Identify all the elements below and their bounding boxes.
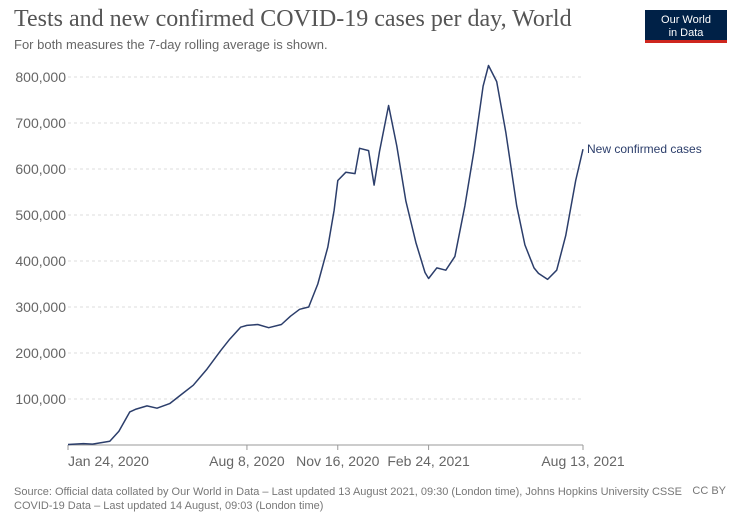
source-line-2: COVID-19 Data – Last updated 14 August, …: [14, 500, 324, 512]
data-point[interactable]: [267, 326, 271, 330]
data-point[interactable]: [546, 277, 550, 281]
x-tick-label: Feb 24, 2021: [387, 453, 470, 469]
x-tick-label: Jan 24, 2020: [68, 453, 149, 469]
data-point[interactable]: [332, 208, 336, 212]
data-point[interactable]: [472, 149, 476, 153]
data-point[interactable]: [219, 349, 223, 353]
data-point[interactable]: [205, 367, 209, 371]
x-tick-label: Aug 8, 2020: [209, 453, 285, 469]
data-point[interactable]: [358, 146, 362, 150]
data-point[interactable]: [134, 407, 138, 411]
data-point[interactable]: [504, 130, 508, 134]
x-tick-label: Nov 16, 2020: [296, 453, 379, 469]
data-point[interactable]: [353, 172, 357, 176]
y-axis-tick-labels: 100,000 200,000 300,000 400,000 500,000 600,0…: [15, 69, 66, 407]
x-axis-tick-labels: Jan 24, 2020 Aug 8, 2020 Nov 16, 2020 Feb 2…: [67, 445, 625, 469]
data-point[interactable]: [481, 84, 485, 88]
data-point[interactable]: [256, 322, 260, 326]
data-point[interactable]: [66, 443, 70, 447]
data-point[interactable]: [108, 439, 112, 443]
data-point[interactable]: [532, 266, 536, 270]
data-point[interactable]: [81, 442, 85, 446]
data-point[interactable]: [239, 325, 243, 329]
x-tick-label: Aug 13, 2021: [541, 453, 625, 469]
data-point[interactable]: [515, 204, 519, 208]
data-point[interactable]: [289, 314, 293, 318]
data-point[interactable]: [180, 392, 184, 396]
license-label[interactable]: CC BY: [692, 485, 726, 497]
data-point[interactable]: [487, 64, 491, 68]
data-point[interactable]: [155, 406, 159, 410]
data-point[interactable]: [378, 150, 382, 154]
logo-line-2: in Data: [668, 27, 704, 39]
y-tick-label: 700,000: [15, 115, 66, 131]
gridlines: [68, 76, 583, 400]
data-point[interactable]: [427, 276, 431, 280]
series-line-new-confirmed-cases[interactable]: [67, 64, 584, 446]
data-point[interactable]: [279, 322, 283, 326]
data-point[interactable]: [523, 243, 527, 247]
source-note: Source: Official data collated by Our Wo…: [14, 485, 682, 513]
data-point[interactable]: [117, 429, 121, 433]
source-line-1: Source: Official data collated by Our Wo…: [14, 486, 682, 498]
data-point[interactable]: [344, 170, 348, 174]
owid-logo[interactable]: Our World in Data: [645, 10, 727, 43]
data-point[interactable]: [228, 337, 232, 341]
data-point[interactable]: [316, 282, 320, 286]
data-point[interactable]: [435, 266, 439, 270]
data-point[interactable]: [564, 234, 568, 238]
data-point[interactable]: [387, 104, 391, 108]
data-point[interactable]: [574, 179, 578, 183]
data-point[interactable]: [555, 268, 559, 272]
data-point[interactable]: [191, 383, 195, 387]
data-point[interactable]: [495, 80, 499, 84]
y-tick-label: 600,000: [15, 161, 66, 177]
data-point[interactable]: [307, 305, 311, 309]
y-tick-label: 300,000: [15, 299, 66, 315]
data-point[interactable]: [367, 149, 371, 153]
data-point[interactable]: [128, 410, 132, 414]
data-point[interactable]: [245, 323, 249, 327]
data-point[interactable]: [453, 254, 457, 258]
data-point[interactable]: [336, 179, 340, 183]
line-chart: 100,000 200,000 300,000 400,000 500,000 600,0…: [15, 64, 702, 469]
data-point[interactable]: [404, 199, 408, 203]
data-point[interactable]: [463, 204, 467, 208]
series-layer: New confirmed cases: [66, 64, 702, 447]
data-point[interactable]: [91, 442, 95, 446]
y-tick-label: 500,000: [15, 207, 66, 223]
data-point[interactable]: [536, 271, 540, 275]
y-tick-label: 200,000: [15, 345, 66, 361]
chart-title: Tests and new confirmed COVID-19 cases p…: [14, 6, 572, 32]
data-point[interactable]: [395, 144, 399, 148]
y-tick-label: 100,000: [15, 391, 66, 407]
data-point[interactable]: [326, 245, 330, 249]
data-point[interactable]: [145, 404, 149, 408]
data-point[interactable]: [298, 307, 302, 311]
y-tick-label: 800,000: [15, 69, 66, 85]
data-point[interactable]: [581, 147, 585, 151]
logo-line-1: Our World: [661, 14, 711, 26]
series-label: New confirmed cases: [587, 142, 702, 156]
y-tick-label: 400,000: [15, 253, 66, 269]
data-point[interactable]: [414, 241, 418, 245]
data-point[interactable]: [423, 271, 427, 275]
chart-subtitle: For both measures the 7-day rolling aver…: [14, 37, 328, 52]
data-point[interactable]: [444, 268, 448, 272]
data-point[interactable]: [168, 402, 172, 406]
data-point[interactable]: [372, 183, 376, 187]
